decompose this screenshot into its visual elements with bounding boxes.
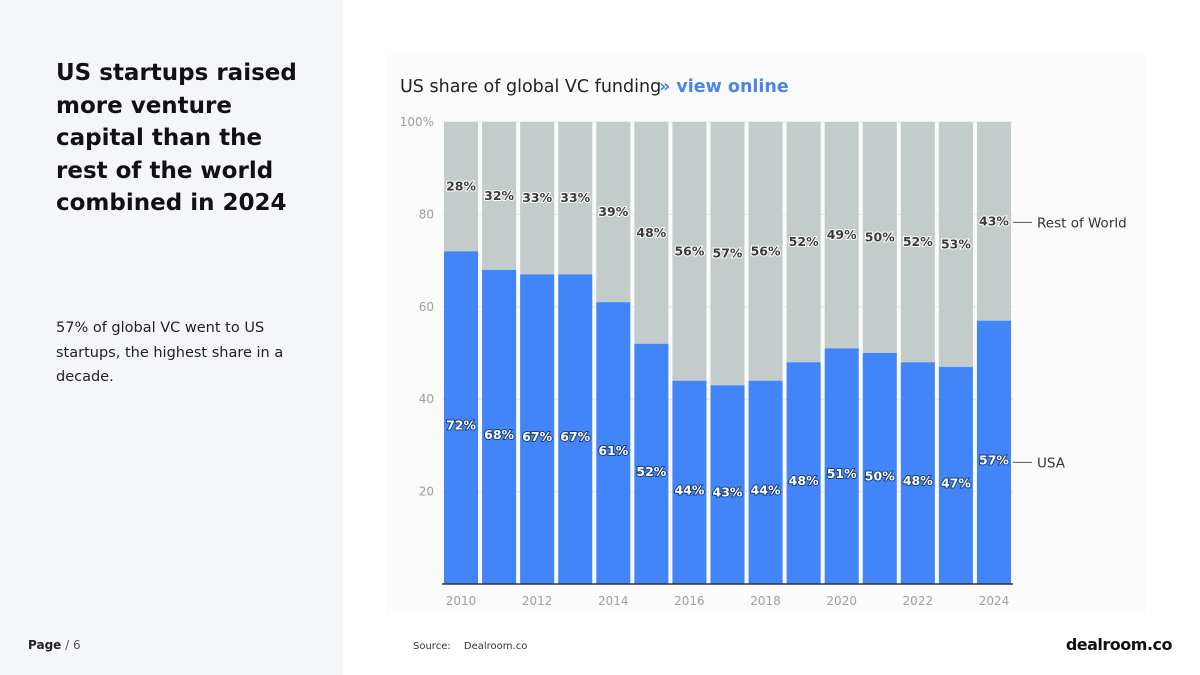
bar-usa [672, 380, 707, 584]
x-tick-label: 2010 [446, 594, 477, 608]
bar-rest-of-world [558, 122, 593, 275]
y-tick-label: 40 [419, 392, 434, 406]
bar-label-rest-of-world: 39% [598, 204, 628, 219]
bar-label-rest-of-world: 32% [484, 188, 514, 203]
subtext: 57% of global VC went to US startups, th… [56, 320, 284, 385]
x-tick-label: 2022 [903, 594, 934, 608]
bar-label-usa: 48% [789, 473, 819, 488]
bar-label-rest-of-world: 33% [522, 190, 552, 205]
bar-label-usa: 50% [865, 469, 895, 484]
bar-label-rest-of-world: 56% [751, 243, 781, 258]
bar-label-usa: 43% [713, 485, 743, 500]
bar-rest-of-world [596, 122, 631, 303]
x-tick-label: 2012 [522, 594, 553, 608]
bar-usa [824, 348, 859, 584]
bar-label-rest-of-world: 52% [789, 234, 819, 249]
legend-rest-of-world: Rest of World [1037, 215, 1127, 231]
legend-usa: USA [1037, 455, 1066, 471]
bar-rest-of-world [444, 122, 479, 252]
bar-label-usa: 67% [522, 429, 552, 444]
bar-usa [482, 269, 517, 584]
bar-label-rest-of-world: 50% [865, 230, 895, 245]
bar-label-rest-of-world: 49% [827, 227, 857, 242]
source-note: Source: Dealroom.co [413, 641, 527, 652]
view-online-link[interactable]: » view online [659, 77, 789, 97]
bar-label-usa: 68% [484, 427, 514, 442]
bar-rest-of-world [862, 122, 897, 353]
bar-rest-of-world [710, 122, 745, 386]
bar-label-rest-of-world: 56% [674, 243, 704, 258]
bar-usa [634, 343, 669, 584]
bar-usa [786, 362, 821, 584]
x-tick-label: 2020 [826, 594, 857, 608]
bar-rest-of-world [520, 122, 555, 275]
x-tick-label: 2024 [979, 594, 1010, 608]
bar-label-rest-of-world: 28% [446, 179, 476, 194]
bar-rest-of-world [748, 122, 783, 381]
x-tick-label: 2014 [598, 594, 629, 608]
bar-label-rest-of-world: 57% [713, 246, 743, 261]
bar-label-usa: 57% [979, 452, 1009, 467]
bar-label-usa: 44% [674, 482, 704, 497]
page-indicator: Page / 6 [28, 638, 81, 652]
y-tick-label: 60 [419, 300, 434, 314]
bar-label-rest-of-world: 53% [941, 236, 971, 251]
bar-rest-of-world [672, 122, 707, 381]
bar-rest-of-world [900, 122, 935, 363]
bar-rest-of-world [938, 122, 973, 367]
bar-usa [596, 302, 631, 584]
bar-label-usa: 44% [751, 482, 781, 497]
bar-label-usa: 51% [827, 466, 857, 481]
bar-rest-of-world [634, 122, 669, 344]
bar-label-rest-of-world: 33% [560, 190, 590, 205]
page-label: Page [28, 638, 62, 652]
chart-title: US share of global VC funding [400, 77, 662, 97]
bar-usa [900, 362, 935, 584]
bar-usa [710, 385, 745, 584]
bar-usa [938, 366, 973, 584]
bar-label-rest-of-world: 48% [636, 225, 666, 240]
bar-usa [862, 353, 897, 584]
bar-rest-of-world [824, 122, 859, 349]
bar-label-usa: 47% [941, 475, 971, 490]
bar-usa [976, 320, 1011, 584]
left-panel [0, 0, 343, 675]
bar-label-usa: 67% [560, 429, 590, 444]
bar-rest-of-world [976, 122, 1011, 321]
bar-usa [558, 274, 593, 584]
y-tick-label: 100% [400, 115, 434, 129]
bar-label-usa: 52% [636, 464, 666, 479]
x-tick-label: 2016 [674, 594, 705, 608]
headline: US startups raised more venture capital … [56, 60, 297, 216]
page-count: / 6 [65, 638, 81, 652]
y-tick-label: 80 [419, 207, 434, 221]
bar-usa [520, 274, 555, 584]
bar-label-usa: 61% [598, 443, 628, 458]
bar-usa [444, 251, 479, 585]
bar-label-rest-of-world: 52% [903, 234, 933, 249]
bar-label-rest-of-world: 43% [979, 213, 1009, 228]
x-tick-label: 2018 [750, 594, 781, 608]
dealroom-logo: dealroom.co [1065, 635, 1173, 654]
bar-label-usa: 72% [446, 418, 476, 433]
bar-usa [748, 380, 783, 584]
bar-label-usa: 48% [903, 473, 933, 488]
y-tick-label: 20 [419, 485, 434, 499]
source-value: Dealroom.co [463, 641, 528, 652]
source-label: Source: [413, 641, 451, 652]
bar-rest-of-world [786, 122, 821, 363]
bar-rest-of-world [482, 122, 517, 270]
